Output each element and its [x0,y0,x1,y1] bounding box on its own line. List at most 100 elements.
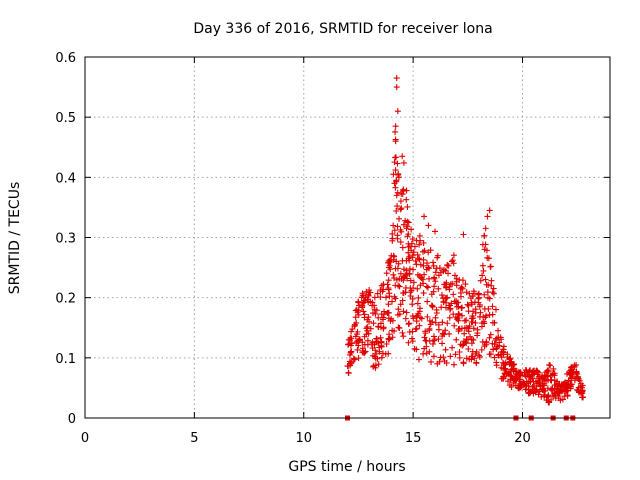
data-point [372,347,379,354]
data-point [359,345,366,352]
data-point [421,213,428,220]
data-point [410,285,417,292]
data-point [428,358,435,365]
data-point [395,282,402,289]
data-point [378,339,385,346]
data-point [415,294,422,301]
data-point [355,355,362,362]
data-point [355,298,362,305]
data-point [397,239,404,246]
data-point [477,309,484,316]
data-point [423,283,430,290]
data-point [403,267,410,274]
data-point [386,264,393,271]
data-point [488,277,495,284]
data-point [575,384,582,391]
data-point [493,345,500,352]
data-point [409,236,416,243]
x-tick-label: 5 [190,431,198,446]
data-point [414,285,421,292]
data-point [410,249,417,256]
data-point [444,294,451,301]
data-point [559,396,566,403]
data-point [458,305,465,312]
data-point [394,223,401,230]
data-point [491,319,498,326]
data-point [392,295,399,302]
data-point [477,277,484,284]
data-point [443,360,450,367]
data-point [425,264,432,271]
data-point [361,311,368,318]
data-point [459,277,466,284]
data-point [389,298,396,305]
data-point [370,362,377,369]
data-point [400,159,407,166]
data-point [355,342,362,349]
data-point [377,334,384,341]
data-point [480,318,487,325]
data-point [414,300,421,307]
data-point [579,394,586,401]
data-point [364,296,371,303]
data-point [419,276,426,283]
data-point [424,284,431,291]
y-tick-label: 0 [68,412,76,427]
data-point [535,369,542,376]
data-point [424,298,431,305]
data-point [413,325,420,332]
data-point [358,301,365,308]
y-tick-label: 0.3 [55,232,76,247]
data-point [365,292,372,299]
data-point [520,380,527,387]
data-point [510,368,517,375]
data-point [385,315,392,322]
data-point [402,315,409,322]
data-point [509,362,516,369]
data-point [393,75,400,82]
data-point [423,338,430,345]
data-point [385,277,392,284]
data-point [394,189,401,196]
data-point [452,351,459,358]
data-point [399,244,406,251]
data-point [568,381,575,388]
data-point [490,290,497,297]
data-point [500,346,507,353]
data-point [400,277,407,284]
data-point [530,367,537,374]
data-point [361,349,368,356]
data-point [379,350,386,357]
data-point [392,138,399,145]
data-point [369,299,376,306]
data-point [399,329,406,336]
data-point [373,335,380,342]
data-point [575,375,582,382]
data-point [556,388,563,395]
data-point [394,160,401,167]
data-point [398,205,405,212]
data-point [472,306,479,313]
data-point [364,316,371,323]
data-point [507,355,514,362]
data-point [439,340,446,347]
data-point [392,167,399,174]
data-point [410,315,417,322]
data-point [579,387,586,394]
data-point [461,330,468,337]
data-point [385,350,392,357]
data-point [400,186,407,193]
data-point [424,313,431,320]
data-point [498,354,505,361]
data-point [450,252,457,259]
data-point [392,184,399,191]
data-point [486,207,493,214]
data-point [397,198,404,205]
data-point [446,330,453,337]
data-point [447,281,454,288]
data-point [550,365,557,372]
data-point [413,346,420,353]
data-point [406,257,413,264]
data-point [426,327,433,334]
